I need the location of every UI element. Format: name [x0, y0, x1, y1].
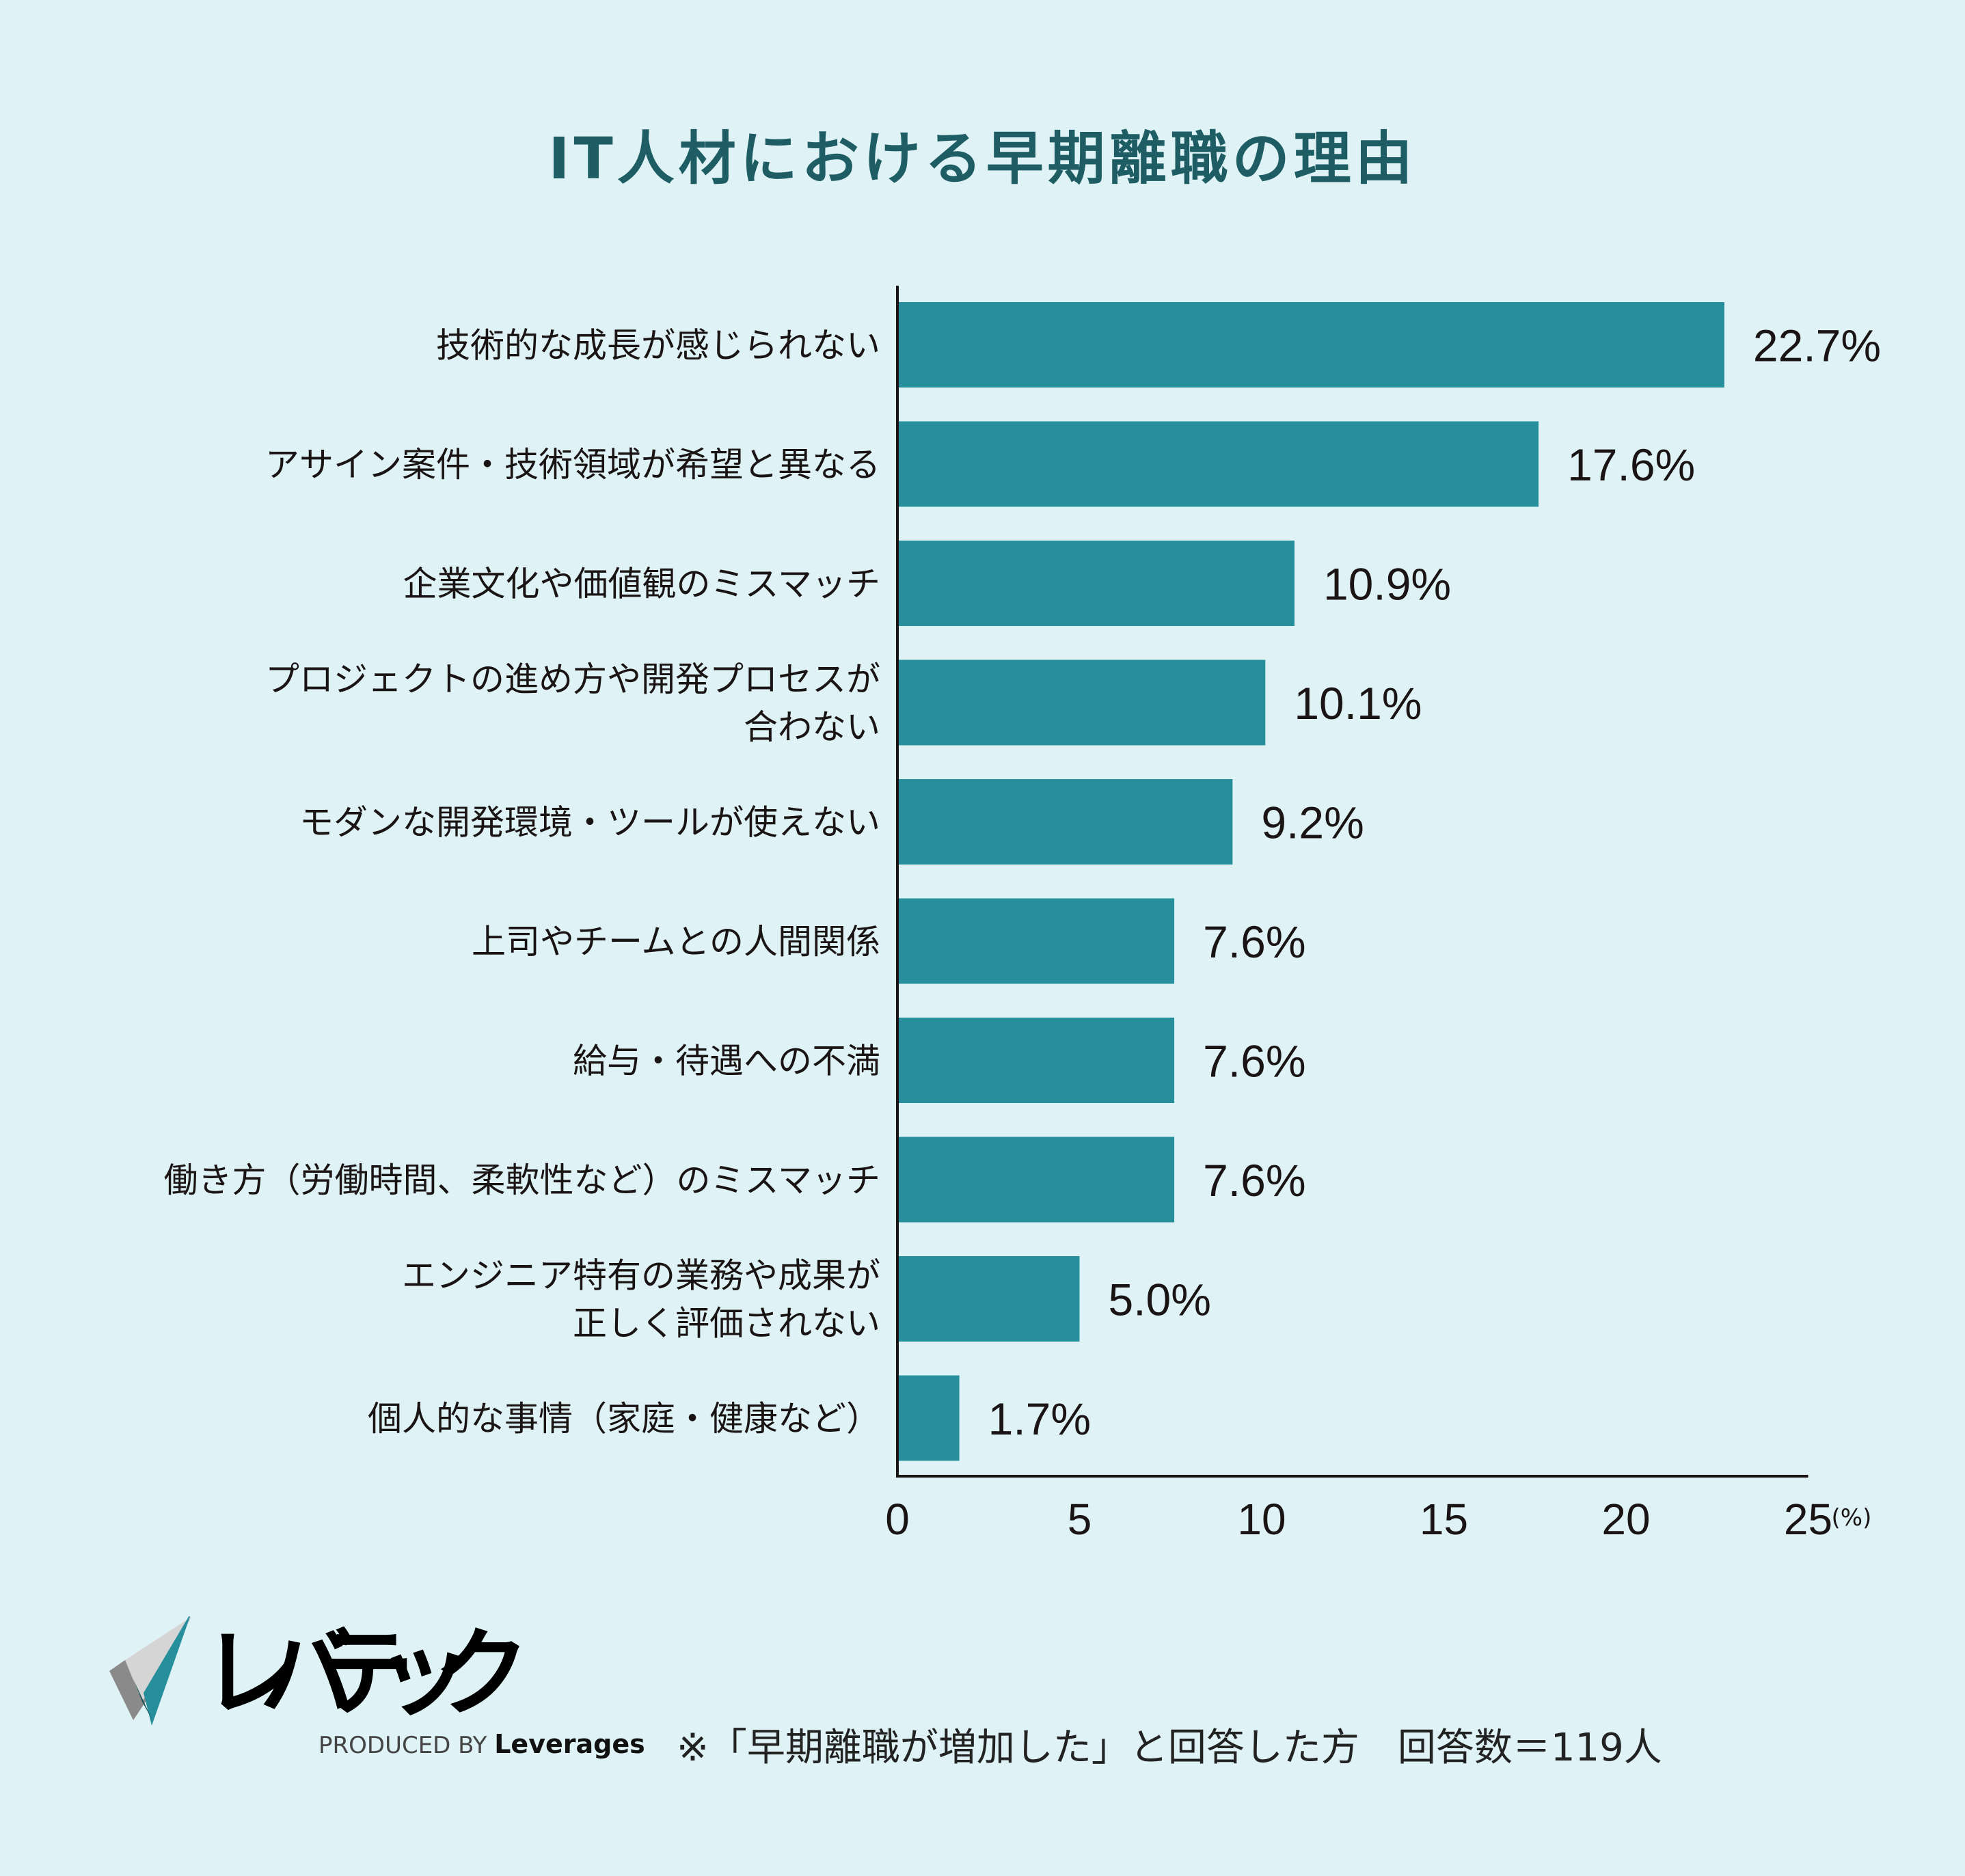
x-tick-label: 0	[885, 1495, 910, 1544]
x-tick-label: 20	[1601, 1495, 1650, 1544]
produced-by-text: PRODUCED BY	[319, 1732, 487, 1759]
x-tick-label: 10	[1237, 1495, 1286, 1544]
chart-title: IT人材における早期離職の理由	[548, 125, 1417, 192]
bar-chart: 22.7% 技術的な成長が感じられない 17.6% アサイン案件・技術領域が希望と異な…	[164, 286, 1881, 1544]
data-label: 7.6%	[1203, 1155, 1305, 1206]
produced-by: PRODUCED BY Leverages	[319, 1729, 645, 1759]
category-label: 技術的な成長が感じられない	[436, 326, 880, 366]
svg-text:レバテック: レバテック	[202, 1618, 530, 1726]
category-label: 個人的な事情（家庭・健康など）	[368, 1399, 880, 1439]
data-label: 10.9%	[1323, 559, 1451, 610]
bar	[897, 898, 1175, 984]
data-label: 22.7%	[1753, 321, 1881, 371]
data-label: 17.6%	[1567, 439, 1695, 490]
bar	[897, 541, 1295, 626]
x-tick-label: 5	[1068, 1495, 1092, 1544]
category-label: アサイン案件・技術領域が希望と異なる	[265, 445, 880, 485]
bar	[897, 660, 1266, 746]
data-label: 7.6%	[1203, 1036, 1305, 1087]
bar	[897, 1375, 960, 1461]
bar	[897, 1018, 1175, 1103]
category-label: 合わない	[744, 707, 880, 747]
bar	[897, 302, 1724, 388]
category-label: 働き方（労働時間、柔軟性など）のミスマッチ	[164, 1160, 881, 1200]
category-label: 上司やチームとの人間関係	[472, 922, 880, 962]
data-label: 1.7%	[988, 1394, 1091, 1444]
x-axis-unit: (%)	[1832, 1504, 1872, 1532]
brand-name: Leverages	[494, 1729, 645, 1759]
data-label: 7.6%	[1203, 916, 1305, 967]
data-label: 10.1%	[1294, 678, 1422, 729]
category-label: 正しく評価されない	[573, 1304, 880, 1344]
bar	[897, 779, 1233, 865]
levtech-logo: レバテック	[109, 1616, 530, 1726]
bar	[897, 1256, 1080, 1342]
data-label: 5.0%	[1109, 1275, 1211, 1325]
footnote: ※「早期離職が増加した」と回答した方 回答数＝119人	[677, 1726, 1662, 1770]
bar	[897, 1137, 1175, 1223]
category-label: モダンな開発環境・ツールが使えない	[299, 803, 880, 843]
category-label: エンジニア特有の業務や成果が	[402, 1256, 880, 1296]
data-label: 9.2%	[1261, 798, 1364, 848]
x-tick-label: 15	[1420, 1495, 1468, 1544]
category-label: 企業文化や価値観のミスマッチ	[403, 565, 881, 604]
category-label: プロジェクトの進め方や開発プロセスが	[265, 660, 880, 699]
x-tick-label: 25	[1784, 1495, 1832, 1544]
category-label: 給与・待遇への不満	[573, 1042, 880, 1081]
bar	[897, 421, 1539, 507]
